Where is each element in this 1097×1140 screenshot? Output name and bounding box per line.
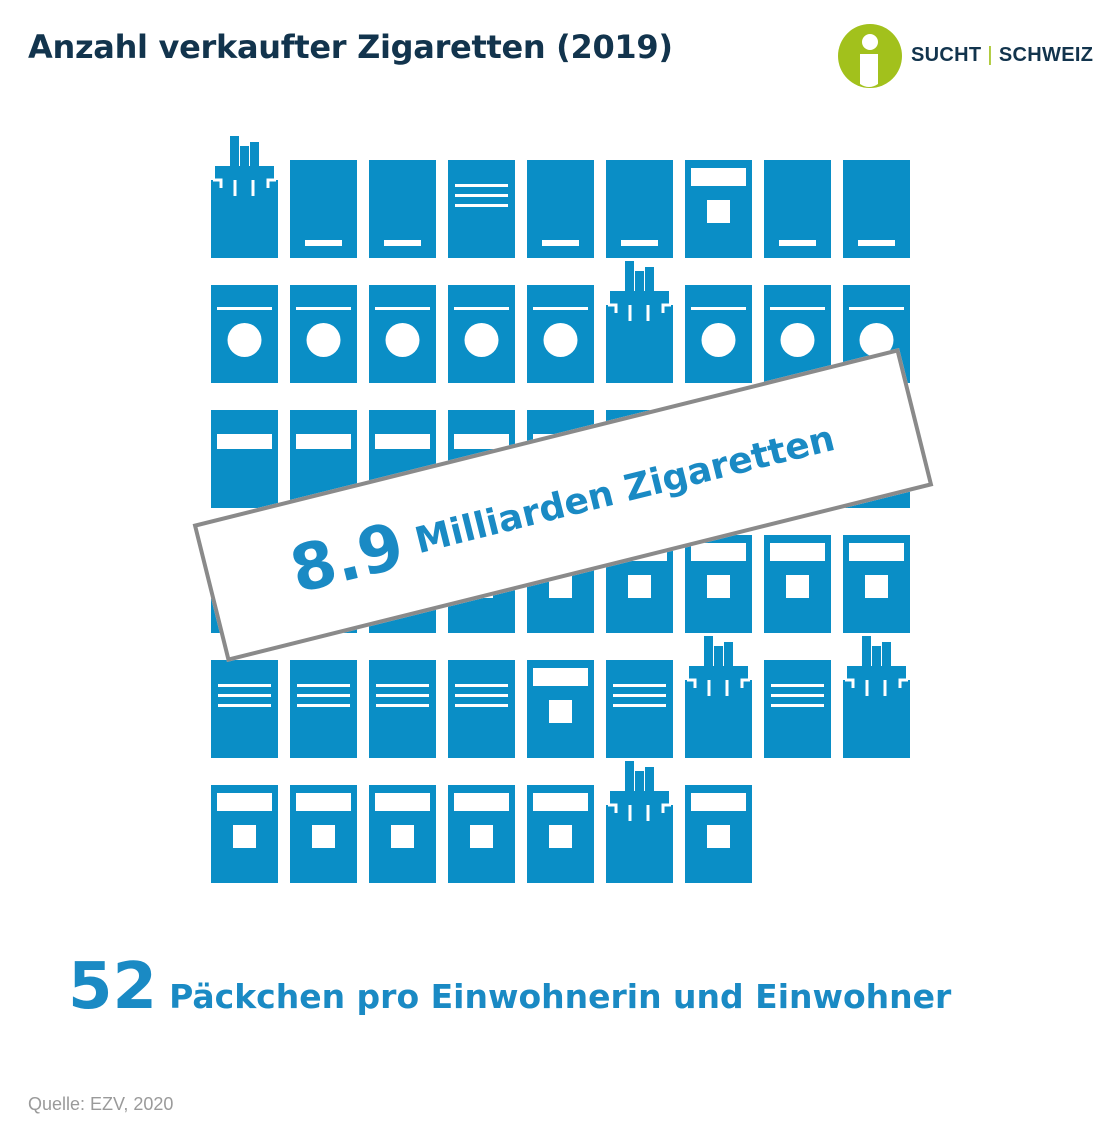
cigarette-pack-lines-top — [211, 660, 278, 758]
cigarette-pack-window — [843, 535, 910, 633]
page-title: Anzahl verkaufter Zigaretten (2019) — [28, 28, 673, 66]
cigarette-pack-bar — [606, 160, 673, 258]
cigarette-pack-lines — [448, 660, 515, 758]
cigarette-pack-open — [843, 636, 910, 758]
logo-text-left: SUCHT — [911, 44, 982, 66]
cigarette-pack-window — [369, 785, 436, 883]
logo-person-icon — [838, 24, 902, 88]
cigarette-pack-lines — [369, 660, 436, 758]
cigarette-pack-bar — [369, 160, 436, 258]
cigarette-pack-label — [211, 410, 278, 508]
sucht-schweiz-logo: SUCHT | SCHWEIZ — [836, 22, 1093, 90]
cigarette-pack-circle — [764, 285, 831, 383]
cigarette-pack-bar — [843, 160, 910, 258]
cigarette-pack-window — [290, 785, 357, 883]
source-note: Quelle: EZV, 2020 — [28, 1094, 174, 1114]
cigarette-pack-open — [685, 636, 752, 758]
banner-number: 8.9 — [283, 509, 412, 609]
cigarette-pack-window — [211, 785, 278, 883]
logo-text-right: SCHWEIZ — [998, 44, 1094, 66]
cigarette-pack-window — [448, 785, 515, 883]
cigarette-pack-circle — [527, 285, 594, 383]
cigarette-pack-circle — [685, 285, 752, 383]
cigarette-pack-lines-top — [448, 160, 515, 258]
cigarette-pack-window — [685, 535, 752, 633]
cigarette-pack-window — [527, 785, 594, 883]
cigarette-pack-open — [606, 261, 673, 383]
logo-text: SUCHT | SCHWEIZ — [911, 44, 1093, 67]
cigarette-pack-open — [211, 136, 278, 258]
cigarette-pack-circle — [369, 285, 436, 383]
cigarette-pack-bar — [290, 160, 357, 258]
stat-number: 52 — [68, 950, 158, 1024]
cigarette-pack-window — [527, 660, 594, 758]
cigarette-pack-circle — [290, 285, 357, 383]
cigarette-pack-lines — [290, 660, 357, 758]
cigarette-pack-window — [685, 785, 752, 883]
cigarette-pack-bar — [764, 160, 831, 258]
cigarette-pack-circle — [448, 285, 515, 383]
cigarette-pack-lines — [606, 660, 673, 758]
cigarette-pack-lines — [764, 660, 831, 758]
stat-label: Päckchen pro Einwohnerin und Einwohner — [169, 977, 952, 1016]
cigarette-pack-circle — [211, 285, 278, 383]
cigarette-pack-bar — [527, 160, 594, 258]
logo-separator: | — [987, 44, 993, 66]
cigarette-pack-window — [685, 160, 752, 258]
cigarette-pack-window — [764, 535, 831, 633]
packs-per-capita: 52 Päckchen pro Einwohnerin und Einwohne… — [68, 950, 951, 1024]
cigarette-pack-open — [606, 761, 673, 883]
